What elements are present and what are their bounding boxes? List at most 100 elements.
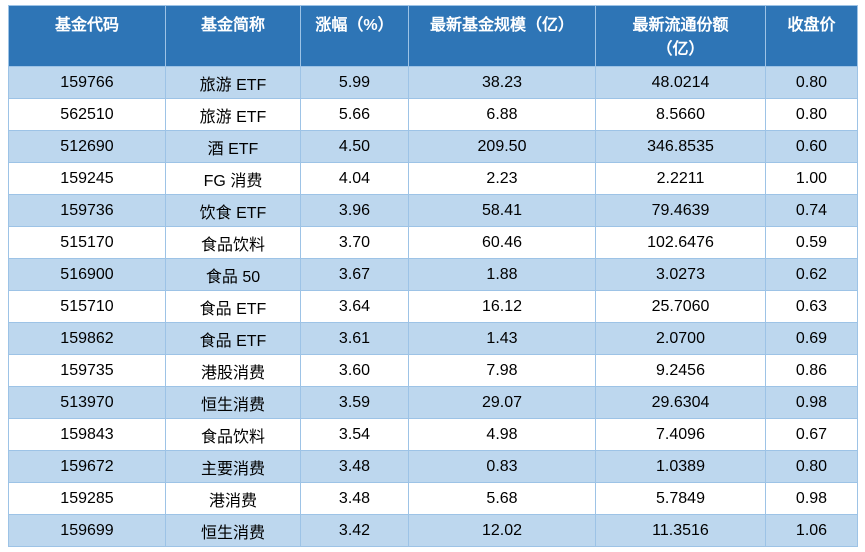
cell-change-pct: 4.04 xyxy=(300,162,409,195)
cell-circulating-shares: 1.0389 xyxy=(595,450,766,483)
cell-fund-size: 7.98 xyxy=(408,354,596,387)
table-row: 512690 酒 ETF 4.50 209.50 346.8535 0.60 xyxy=(8,130,858,163)
table-row: 159766 旅游 ETF 5.99 38.23 48.0214 0.80 xyxy=(8,66,858,99)
cell-circulating-shares: 102.6476 xyxy=(595,226,766,259)
cell-change-pct: 3.64 xyxy=(300,290,409,323)
cell-fund-name: 旅游 ETF xyxy=(165,98,301,131)
cell-close-price: 0.59 xyxy=(765,226,858,259)
cell-close-price: 0.80 xyxy=(765,450,858,483)
cell-fund-code: 159245 xyxy=(8,162,166,195)
cell-circulating-shares: 7.4096 xyxy=(595,418,766,451)
cell-circulating-shares: 9.2456 xyxy=(595,354,766,387)
cell-close-price: 0.67 xyxy=(765,418,858,451)
table-row: 159862 食品 ETF 3.61 1.43 2.0700 0.69 xyxy=(8,322,858,355)
cell-fund-name: 恒生消费 xyxy=(165,514,301,547)
cell-circulating-shares: 11.3516 xyxy=(595,514,766,547)
cell-change-pct: 3.54 xyxy=(300,418,409,451)
cell-close-price: 0.98 xyxy=(765,482,858,515)
cell-close-price: 0.60 xyxy=(765,130,858,163)
cell-fund-size: 16.12 xyxy=(408,290,596,323)
cell-circulating-shares: 8.5660 xyxy=(595,98,766,131)
cell-change-pct: 3.96 xyxy=(300,194,409,227)
cell-close-price: 1.00 xyxy=(765,162,858,195)
table-row: 562510 旅游 ETF 5.66 6.88 8.5660 0.80 xyxy=(8,98,858,131)
cell-fund-name: 港股消费 xyxy=(165,354,301,387)
cell-circulating-shares: 79.4639 xyxy=(595,194,766,227)
cell-change-pct: 3.60 xyxy=(300,354,409,387)
table-row: 159735 港股消费 3.60 7.98 9.2456 0.86 xyxy=(8,354,858,387)
cell-fund-code: 516900 xyxy=(8,258,166,291)
cell-circulating-shares: 2.2211 xyxy=(595,162,766,195)
cell-close-price: 1.06 xyxy=(765,514,858,547)
cell-fund-size: 60.46 xyxy=(408,226,596,259)
cell-fund-size: 12.02 xyxy=(408,514,596,547)
table-row: 159672 主要消费 3.48 0.83 1.0389 0.80 xyxy=(8,450,858,483)
cell-fund-size: 209.50 xyxy=(408,130,596,163)
cell-fund-name: 食品 50 xyxy=(165,258,301,291)
col-header-fund-code: 基金代码 xyxy=(8,5,166,67)
cell-fund-name: 旅游 ETF xyxy=(165,66,301,99)
cell-fund-name: 恒生消费 xyxy=(165,386,301,419)
table-row: 515170 食品饮料 3.70 60.46 102.6476 0.59 xyxy=(8,226,858,259)
cell-fund-code: 159843 xyxy=(8,418,166,451)
table-row: 515710 食品 ETF 3.64 16.12 25.7060 0.63 xyxy=(8,290,858,323)
cell-fund-size: 1.88 xyxy=(408,258,596,291)
col-header-change-pct: 涨幅（%） xyxy=(300,5,409,67)
cell-circulating-shares: 3.0273 xyxy=(595,258,766,291)
cell-change-pct: 3.48 xyxy=(300,450,409,483)
col-header-fund-name: 基金简称 xyxy=(165,5,301,67)
cell-fund-code: 513970 xyxy=(8,386,166,419)
cell-circulating-shares: 346.8535 xyxy=(595,130,766,163)
cell-close-price: 0.80 xyxy=(765,66,858,99)
cell-fund-code: 159736 xyxy=(8,194,166,227)
cell-fund-size: 2.23 xyxy=(408,162,596,195)
cell-fund-size: 38.23 xyxy=(408,66,596,99)
cell-fund-size: 6.88 xyxy=(408,98,596,131)
table-row: 516900 食品 50 3.67 1.88 3.0273 0.62 xyxy=(8,258,858,291)
cell-change-pct: 3.59 xyxy=(300,386,409,419)
cell-change-pct: 5.66 xyxy=(300,98,409,131)
table-row: 159699 恒生消费 3.42 12.02 11.3516 1.06 xyxy=(8,514,858,547)
cell-fund-name: 主要消费 xyxy=(165,450,301,483)
cell-fund-code: 159672 xyxy=(8,450,166,483)
cell-change-pct: 3.61 xyxy=(300,322,409,355)
cell-fund-name: 饮食 ETF xyxy=(165,194,301,227)
cell-close-price: 0.69 xyxy=(765,322,858,355)
cell-close-price: 0.62 xyxy=(765,258,858,291)
cell-fund-code: 562510 xyxy=(8,98,166,131)
cell-fund-code: 159735 xyxy=(8,354,166,387)
cell-fund-size: 29.07 xyxy=(408,386,596,419)
cell-close-price: 0.80 xyxy=(765,98,858,131)
cell-fund-code: 515710 xyxy=(8,290,166,323)
cell-change-pct: 3.70 xyxy=(300,226,409,259)
cell-circulating-shares: 29.6304 xyxy=(595,386,766,419)
cell-fund-code: 159766 xyxy=(8,66,166,99)
cell-change-pct: 4.50 xyxy=(300,130,409,163)
cell-fund-name: 食品饮料 xyxy=(165,226,301,259)
cell-fund-size: 0.83 xyxy=(408,450,596,483)
cell-circulating-shares: 2.0700 xyxy=(595,322,766,355)
cell-fund-code: 515170 xyxy=(8,226,166,259)
cell-fund-code: 159862 xyxy=(8,322,166,355)
cell-fund-size: 1.43 xyxy=(408,322,596,355)
cell-fund-name: FG 消费 xyxy=(165,162,301,195)
cell-fund-name: 食品 ETF xyxy=(165,322,301,355)
cell-circulating-shares: 5.7849 xyxy=(595,482,766,515)
table-row: 513970 恒生消费 3.59 29.07 29.6304 0.98 xyxy=(8,386,858,419)
cell-fund-name: 酒 ETF xyxy=(165,130,301,163)
cell-fund-name: 食品饮料 xyxy=(165,418,301,451)
cell-fund-code: 512690 xyxy=(8,130,166,163)
cell-change-pct: 3.42 xyxy=(300,514,409,547)
fund-table: 基金代码 基金简称 涨幅（%） 最新基金规模（亿） 最新流通份额 （亿） 收盘价… xyxy=(8,5,858,547)
col-header-fund-size: 最新基金规模（亿） xyxy=(408,5,596,67)
header-row: 基金代码 基金简称 涨幅（%） 最新基金规模（亿） 最新流通份额 （亿） 收盘价 xyxy=(8,5,858,67)
cell-fund-size: 4.98 xyxy=(408,418,596,451)
cell-change-pct: 3.48 xyxy=(300,482,409,515)
table-row: 159285 港消费 3.48 5.68 5.7849 0.98 xyxy=(8,482,858,515)
table-body: 159766 旅游 ETF 5.99 38.23 48.0214 0.80 56… xyxy=(8,66,858,547)
cell-fund-size: 5.68 xyxy=(408,482,596,515)
cell-fund-name: 港消费 xyxy=(165,482,301,515)
cell-close-price: 0.86 xyxy=(765,354,858,387)
cell-close-price: 0.98 xyxy=(765,386,858,419)
cell-change-pct: 5.99 xyxy=(300,66,409,99)
